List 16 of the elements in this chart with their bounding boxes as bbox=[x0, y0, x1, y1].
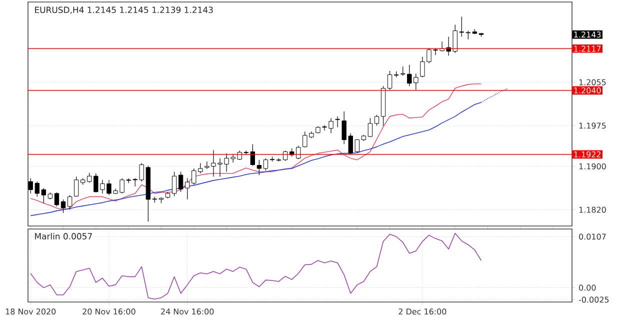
candlestick bbox=[60, 199, 66, 214]
chart-title: Marlin 0.0057 bbox=[35, 232, 92, 240]
candlestick bbox=[256, 160, 262, 176]
candlestick bbox=[41, 188, 46, 204]
chart-title: EURUSD,H4 1.2145 1.2145 1.2139 1.2143 bbox=[35, 6, 213, 14]
line-series bbox=[30, 232, 482, 300]
candlestick bbox=[172, 171, 177, 196]
candlestick bbox=[67, 194, 72, 210]
candlestick bbox=[387, 70, 392, 90]
candlestick bbox=[54, 192, 60, 207]
candlestick bbox=[368, 118, 373, 138]
candlestick bbox=[74, 176, 79, 198]
candlestick bbox=[335, 116, 340, 128]
candlestick bbox=[263, 158, 268, 171]
candlestick bbox=[178, 171, 184, 192]
candlestick bbox=[374, 114, 380, 126]
